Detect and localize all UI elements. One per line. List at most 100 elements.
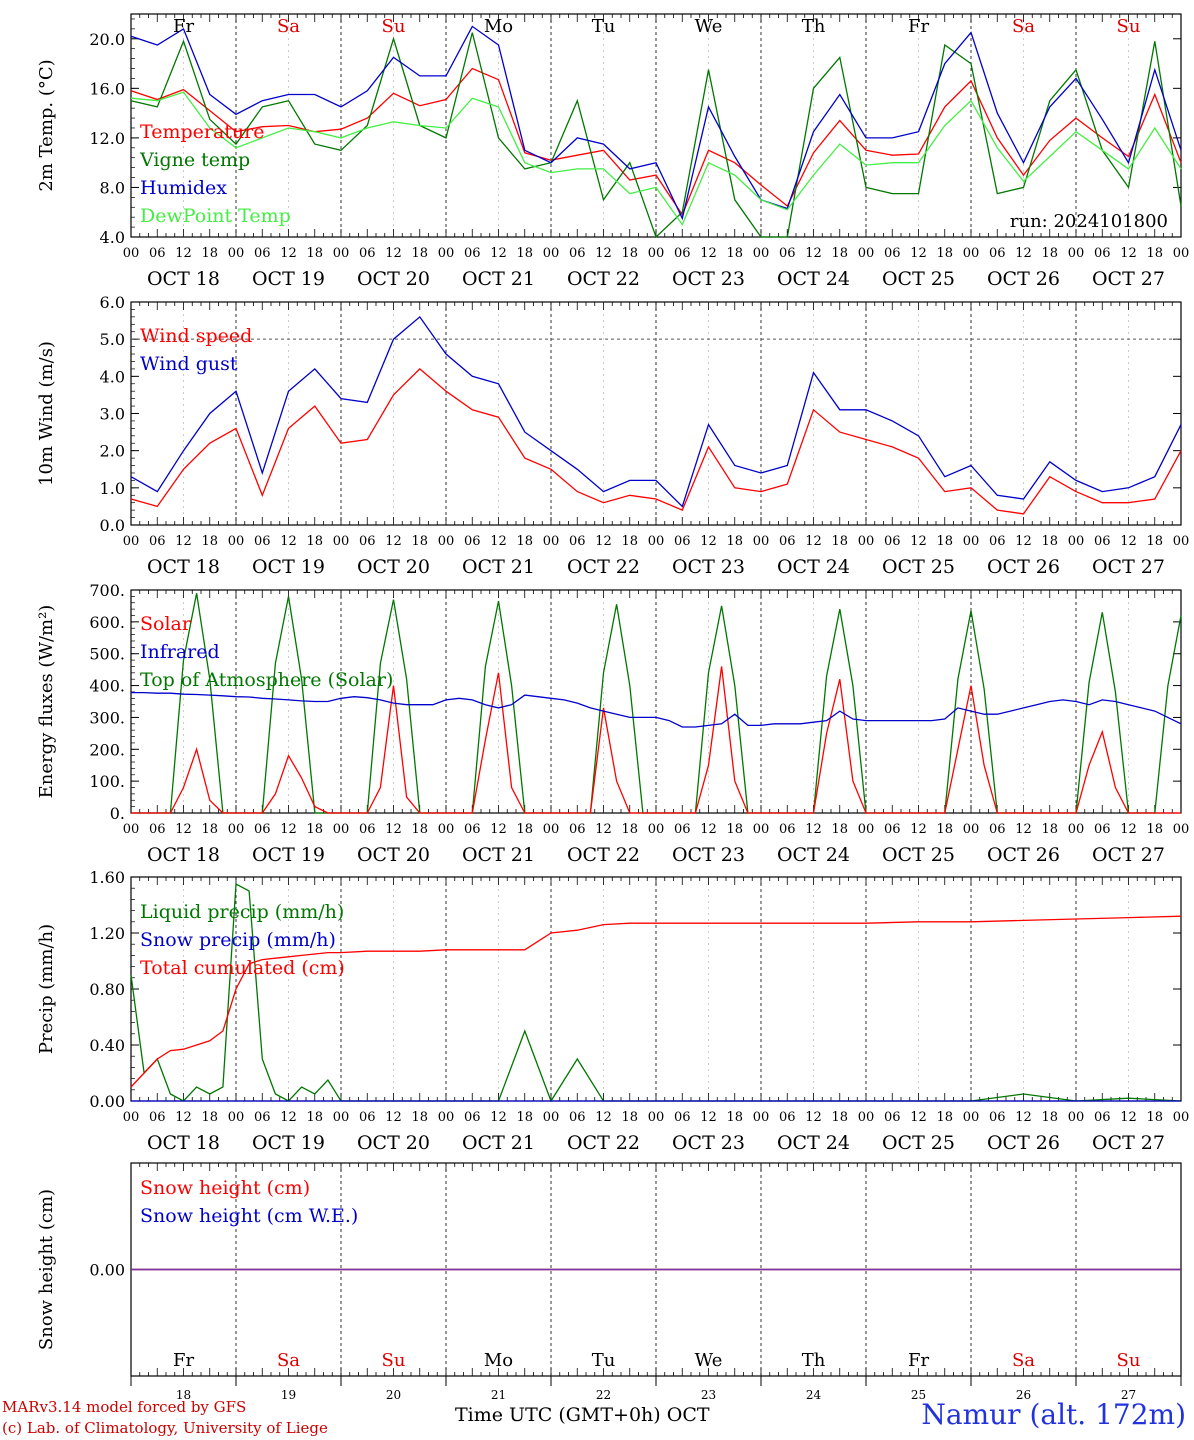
weekday-label: Mo: [484, 16, 513, 37]
day-label: OCT 24: [777, 844, 850, 866]
hour-tick-label: 00: [438, 1110, 455, 1125]
hour-tick-label: 00: [858, 534, 875, 549]
weekday-label: Th: [802, 16, 826, 37]
hour-tick-label: 06: [674, 822, 691, 837]
hour-tick-label: 18: [306, 246, 323, 261]
hour-tick-label: 00: [1173, 822, 1190, 837]
day-label: OCT 27: [1092, 556, 1165, 578]
hour-tick-label: 06: [254, 534, 271, 549]
panel-1: 4.0 8.0 12.0 16.0 20.0 2m Temp. (°C) Temperatu…: [36, 13, 1189, 290]
hour-tick-label: 00: [1173, 534, 1190, 549]
weekday-label: Fr: [173, 16, 194, 37]
hour-tick-label: 00: [123, 534, 140, 549]
hour-tick-label: 00: [753, 534, 770, 549]
y-tick-label: 0.0: [100, 516, 125, 535]
hour-tick-label: 12: [1015, 246, 1032, 261]
y-tick-label: 200.: [89, 740, 125, 759]
hour-tick-label: 00: [438, 534, 455, 549]
time-label: Time UTC (GMT+0h): [455, 1404, 661, 1426]
weekday-label: We: [695, 1350, 723, 1371]
hour-tick-label: 12: [175, 246, 192, 261]
hour-tick-label: 18: [621, 822, 638, 837]
hour-tick-label: 06: [884, 534, 901, 549]
day-label: OCT 18: [147, 844, 220, 866]
hour-tick-label: 12: [910, 1110, 927, 1125]
hour-tick-label: 12: [1120, 1110, 1137, 1125]
hour-tick-label: 06: [989, 534, 1006, 549]
hour-tick-label: 18: [621, 534, 638, 549]
hour-tick-label: 12: [1120, 534, 1137, 549]
day-number-label: 18: [176, 1388, 191, 1402]
hour-tick-label: 12: [175, 534, 192, 549]
hour-tick-label: 06: [674, 1110, 691, 1125]
hour-tick-label: 06: [149, 822, 166, 837]
y-tick-label: 4.0: [100, 228, 125, 247]
day-number-label: 27: [1121, 1388, 1136, 1402]
hour-tick-label: 06: [989, 1110, 1006, 1125]
day-label: OCT 24: [777, 1132, 850, 1154]
hour-tick-label: 06: [674, 246, 691, 261]
hour-tick-label: 18: [306, 1110, 323, 1125]
hour-tick-label: 18: [831, 246, 848, 261]
hour-tick-label: 12: [805, 246, 822, 261]
day-label: OCT 22: [567, 556, 640, 578]
hour-tick-label: 06: [464, 534, 481, 549]
day-label: OCT 20: [357, 844, 430, 866]
panel-5: 0.00 Snow height (cm) Snow height (cm) Snow…: [36, 1162, 1182, 1402]
hour-tick-label: 00: [123, 246, 140, 261]
hour-tick-label: 00: [858, 246, 875, 261]
hour-tick-label: 18: [411, 246, 428, 261]
day-label: OCT 23: [672, 844, 745, 866]
weekday-label: Fr: [908, 16, 929, 37]
hour-tick-label: 00: [858, 1110, 875, 1125]
weekday-label: Fr: [173, 1350, 194, 1371]
day-label: OCT 18: [147, 1132, 220, 1154]
hour-tick-label: 06: [1094, 1110, 1111, 1125]
hour-tick-label: 00: [1068, 822, 1085, 837]
day-label: OCT 25: [882, 268, 955, 290]
weekday-label: Su: [1117, 16, 1141, 37]
legend-entry: Top of Atmosphere (Solar): [140, 669, 393, 691]
hour-tick-label: 00: [648, 1110, 665, 1125]
day-number-label: 24: [806, 1388, 822, 1402]
hour-tick-label: 12: [910, 822, 927, 837]
hour-tick-label: 18: [411, 534, 428, 549]
hour-tick-label: 18: [516, 822, 533, 837]
hour-tick-label: 12: [490, 534, 507, 549]
day-number-label: 22: [596, 1388, 611, 1402]
hour-tick-label: 12: [490, 822, 507, 837]
hour-tick-label: 00: [1068, 1110, 1085, 1125]
hour-tick-label: 00: [228, 246, 245, 261]
run-label: run: 2024101800: [1010, 211, 1168, 232]
legend-entry: Temperature: [140, 121, 264, 143]
hour-tick-label: 12: [1120, 822, 1137, 837]
hour-tick-label: 18: [516, 246, 533, 261]
hour-tick-label: 06: [359, 822, 376, 837]
hour-tick-label: 06: [149, 534, 166, 549]
y-tick-label: 400.: [89, 677, 125, 696]
hour-tick-label: 12: [595, 534, 612, 549]
hour-tick-label: 12: [805, 822, 822, 837]
hour-tick-label: 00: [123, 1110, 140, 1125]
legend-entry: DewPoint Temp: [140, 205, 291, 227]
hour-tick-label: 18: [726, 822, 743, 837]
hour-tick-label: 18: [726, 246, 743, 261]
hour-tick-label: 06: [779, 534, 796, 549]
day-label: OCT 19: [252, 1132, 325, 1154]
weekday-label: Su: [1117, 1350, 1141, 1371]
hour-tick-label: 12: [700, 246, 717, 261]
hour-tick-label: 18: [831, 822, 848, 837]
y-tick-label: 100.: [89, 772, 125, 791]
hour-tick-label: 00: [543, 1110, 560, 1125]
panel-2: 0.0 1.0 2.0 3.0 4.0 5.0 6.0 10m Wind (m/s) Wind …: [36, 293, 1189, 578]
hour-tick-label: 00: [1173, 1110, 1190, 1125]
y-tick-label: 16.0: [89, 79, 125, 98]
series-line: [131, 666, 1181, 814]
hour-tick-label: 00: [858, 822, 875, 837]
day-label: OCT 21: [462, 844, 535, 866]
hour-tick-label: 00: [438, 246, 455, 261]
day-label: OCT 26: [987, 268, 1060, 290]
hour-tick-label: 12: [805, 1110, 822, 1125]
day-label: OCT 21: [462, 1132, 535, 1154]
